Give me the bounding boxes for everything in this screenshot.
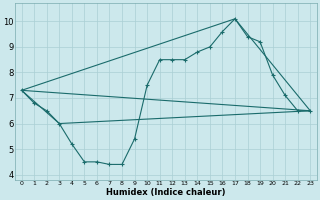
X-axis label: Humidex (Indice chaleur): Humidex (Indice chaleur) — [106, 188, 226, 197]
